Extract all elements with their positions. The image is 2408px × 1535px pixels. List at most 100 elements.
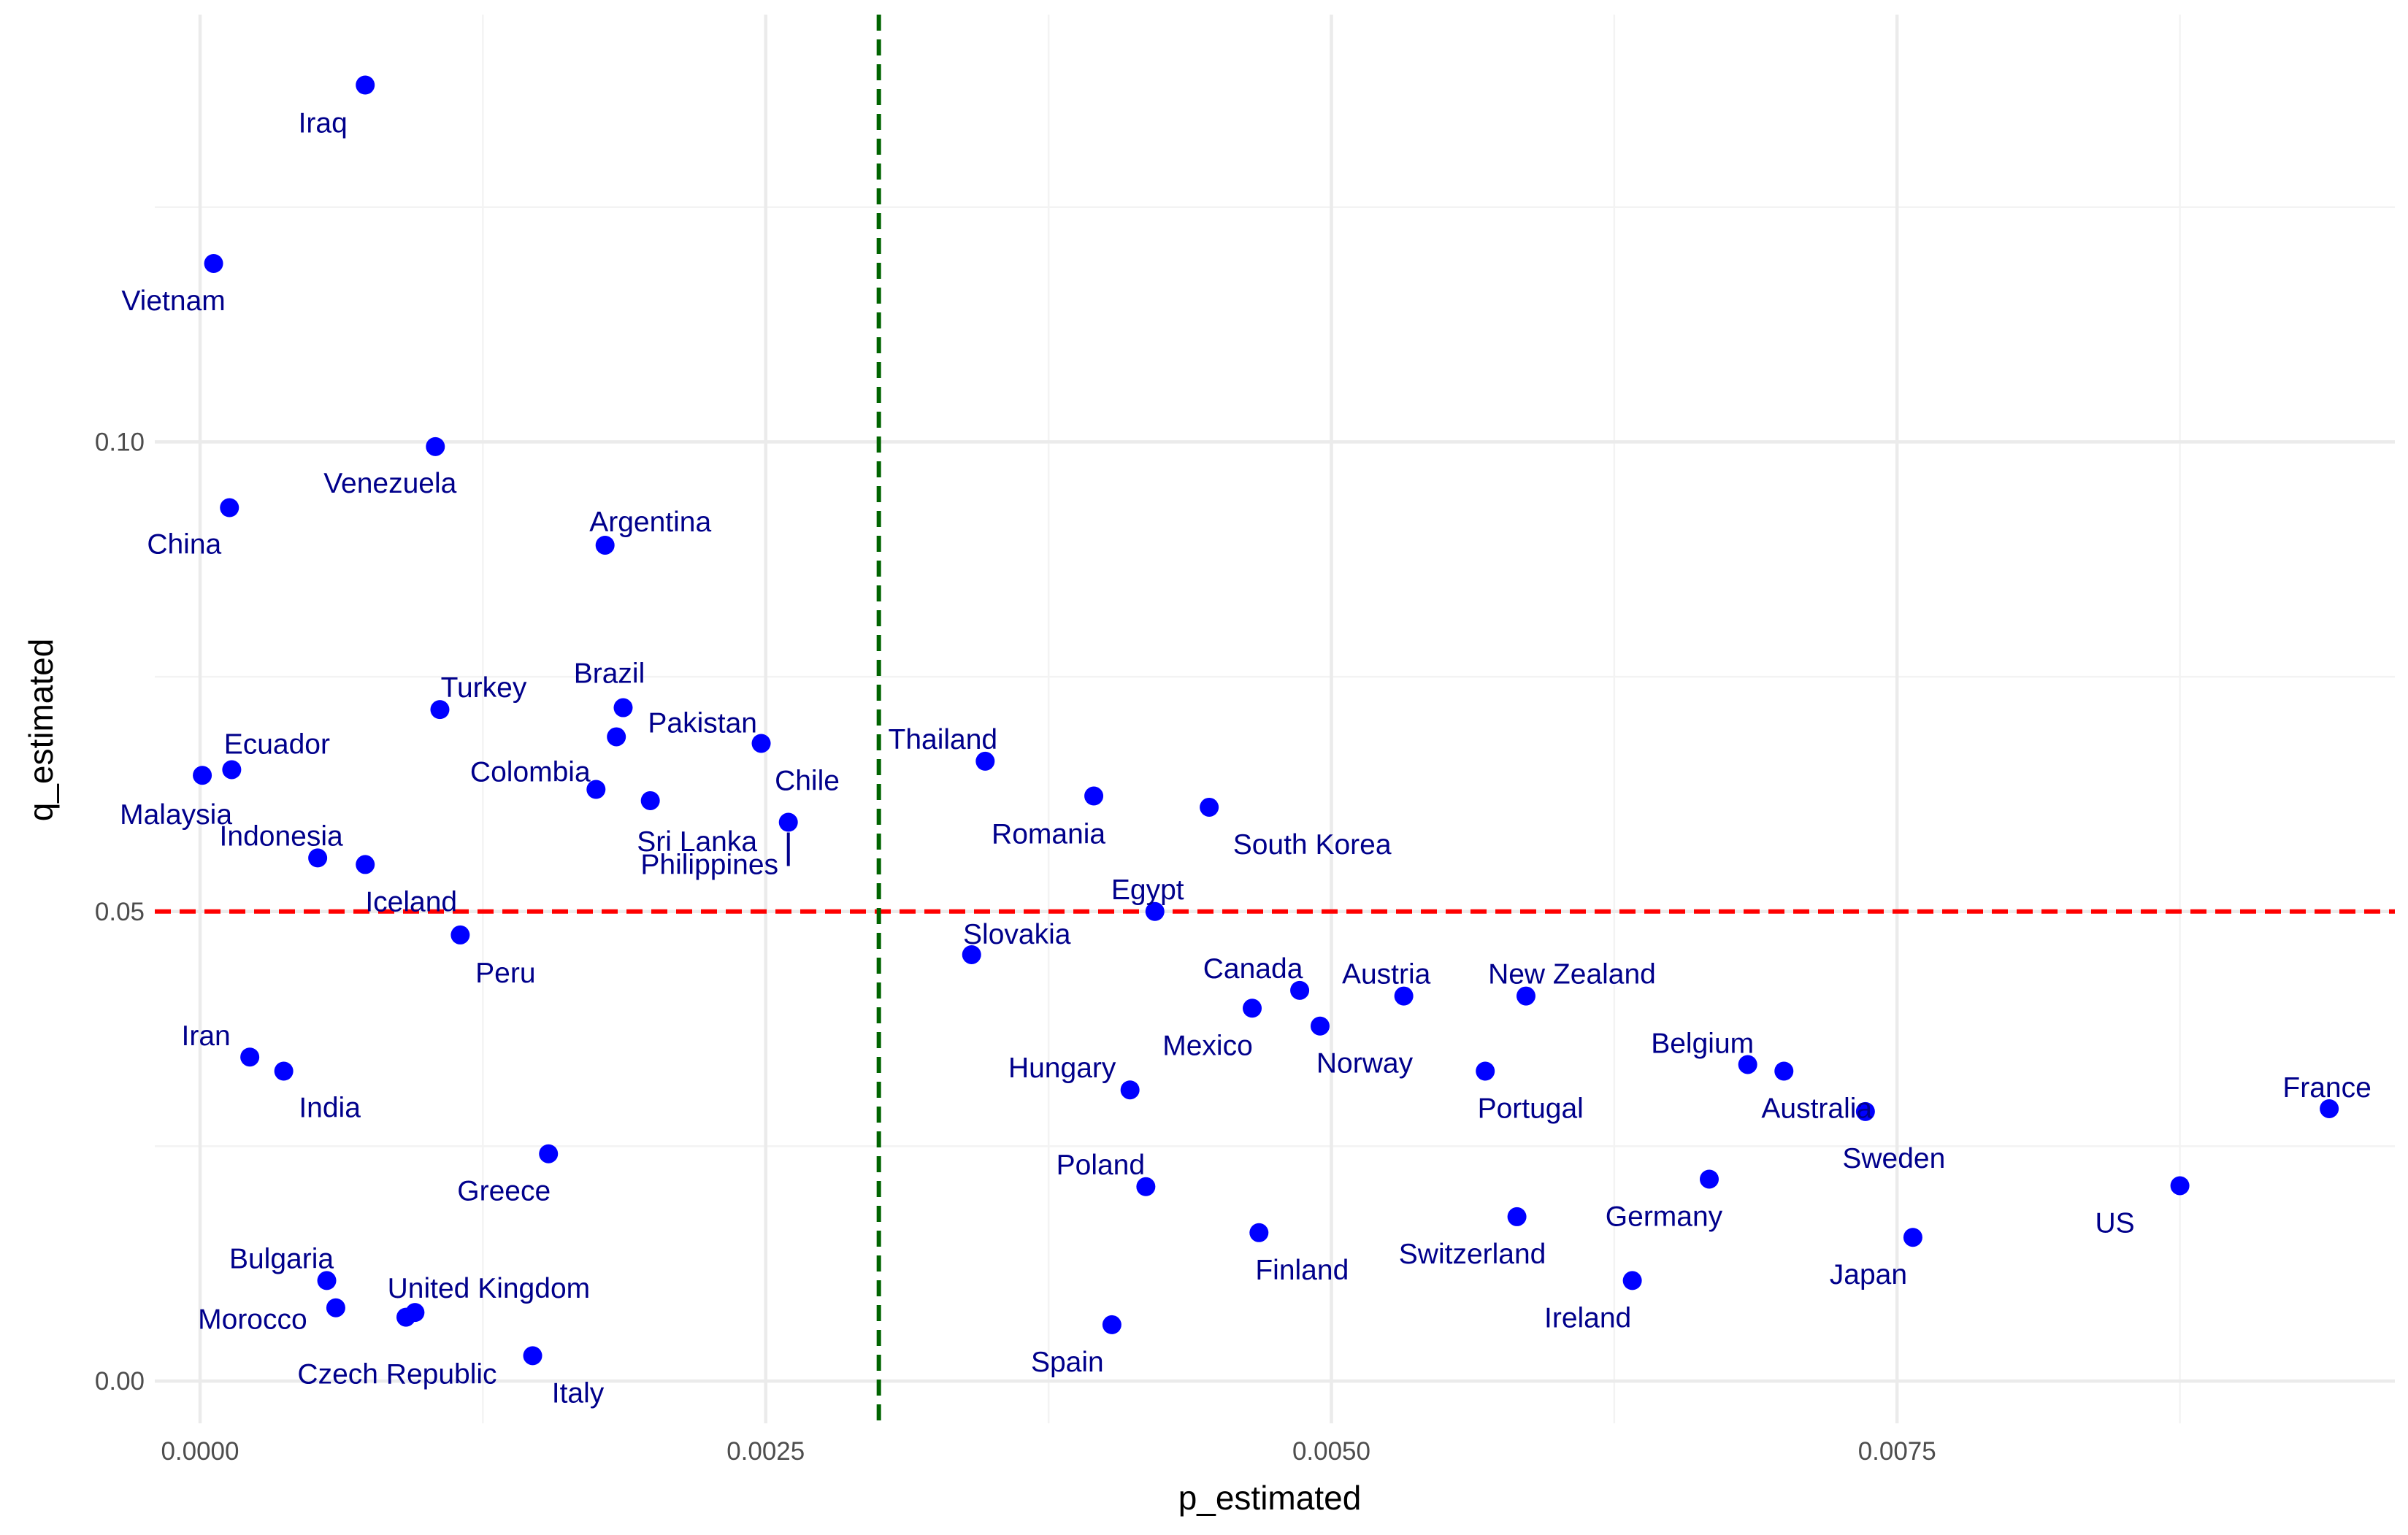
- point-label-morocco: Morocco: [198, 1304, 307, 1336]
- point-label-slovakia: Slovakia: [963, 919, 1071, 950]
- data-point-germany: [1700, 1169, 1719, 1189]
- data-point-slovakia: [962, 945, 981, 964]
- data-point-indonesia: [308, 848, 328, 868]
- point-label-ecuador: Ecuador: [224, 728, 330, 760]
- data-point-switzerland: [1507, 1207, 1527, 1226]
- data-point-finland: [1249, 1223, 1269, 1242]
- x-axis-title: p_estimated: [1178, 1479, 1362, 1517]
- data-point-malaysia: [193, 766, 212, 785]
- point-label-sri-lanka: Sri Lanka: [637, 826, 757, 858]
- grid: [155, 15, 2395, 1423]
- point-label-turkey: Turkey: [441, 672, 527, 704]
- x-tick-label: 0.0075: [1858, 1437, 1936, 1466]
- point-label-greece: Greece: [457, 1176, 551, 1207]
- data-point-vietnam: [204, 253, 223, 273]
- point-label-france: France: [2282, 1072, 2371, 1104]
- y-tick-label: 0.10: [95, 428, 145, 456]
- data-point-argentina: [595, 535, 615, 555]
- x-tick-label: 0.0025: [726, 1437, 805, 1466]
- data-point-mexico: [1243, 999, 1262, 1018]
- point-label-finland: Finland: [1255, 1255, 1349, 1286]
- point-label-switzerland: Switzerland: [1399, 1239, 1546, 1270]
- point-label-italy: Italy: [552, 1377, 605, 1409]
- point-label-vietnam: Vietnam: [121, 285, 225, 317]
- axis-ticks: 0.0000 0.0025 0.0050 0.0075 0.00 0.05 0.10: [95, 428, 1936, 1466]
- point-label-czech-republic: Czech Republic: [297, 1359, 496, 1390]
- point-label-belgium: Belgium: [1651, 1028, 1754, 1059]
- point-label-south-korea: South Korea: [1233, 829, 1392, 861]
- x-tick-label: 0.0000: [161, 1437, 239, 1466]
- data-point-iran: [240, 1047, 260, 1067]
- point-label-germany: Germany: [1606, 1201, 1723, 1232]
- y-axis-title: q_estimated: [22, 639, 60, 822]
- reference-lines: [155, 15, 2395, 1423]
- data-point-venezuela: [426, 436, 445, 456]
- data-point-ireland: [1622, 1271, 1642, 1290]
- point-label-brazil: Brazil: [574, 658, 645, 690]
- point-label-new-zealand: New Zealand: [1488, 959, 1656, 990]
- data-point-sweden: [1855, 1101, 1875, 1121]
- data-point-bulgaria: [317, 1271, 337, 1290]
- point-labels: Iraq Vietnam Venezuela China Argentina Turkey…: [120, 108, 2371, 1409]
- data-point-austria: [1394, 986, 1414, 1006]
- data-point-china: [220, 498, 239, 518]
- point-label-chile: Chile: [775, 765, 840, 796]
- point-label-portugal: Portugal: [1478, 1093, 1584, 1125]
- point-label-indonesia: Indonesia: [220, 820, 343, 852]
- data-point-canada: [1290, 980, 1310, 1000]
- y-tick-label: 0.00: [95, 1367, 145, 1396]
- data-point-brazil: [613, 698, 633, 718]
- data-point-new-zealand: [1516, 986, 1535, 1006]
- point-label-iran: Iran: [182, 1020, 231, 1052]
- point-label-sweden: Sweden: [1842, 1143, 1945, 1174]
- data-point-chile: [751, 734, 771, 753]
- point-label-egypt: Egypt: [1111, 874, 1184, 906]
- point-label-colombia: Colombia: [470, 757, 591, 788]
- data-point-spain: [1102, 1315, 1121, 1334]
- data-point-greece: [539, 1144, 559, 1163]
- point-label-spain: Spain: [1031, 1347, 1104, 1378]
- point-label-ireland: Ireland: [1544, 1302, 1631, 1334]
- point-label-us: US: [2096, 1207, 2135, 1239]
- point-label-poland: Poland: [1057, 1150, 1145, 1181]
- data-point-egypt: [1145, 901, 1165, 921]
- point-label-china: China: [147, 529, 221, 561]
- data-point-france: [2320, 1099, 2339, 1118]
- point-label-canada: Canada: [1203, 953, 1303, 985]
- data-point-italy: [523, 1346, 542, 1366]
- point-label-peru: Peru: [475, 958, 535, 989]
- data-point-czech-republic: [396, 1307, 415, 1327]
- data-point-thailand: [975, 751, 995, 771]
- point-label-australia: Australia: [1761, 1093, 1872, 1125]
- x-tick-label: 0.0050: [1292, 1437, 1370, 1466]
- point-label-japan: Japan: [1830, 1259, 1907, 1290]
- data-point-morocco: [326, 1298, 345, 1317]
- point-label-austria: Austria: [1342, 959, 1431, 990]
- point-label-iceland: Iceland: [365, 886, 457, 917]
- point-label-hungary: Hungary: [1008, 1053, 1116, 1084]
- data-point-hungary: [1120, 1080, 1140, 1100]
- point-label-argentina: Argentina: [589, 507, 711, 538]
- data-point-sri-lanka: [640, 790, 660, 810]
- data-point-belgium: [1738, 1055, 1757, 1074]
- data-point-iraq: [356, 75, 375, 95]
- data-points: [193, 75, 2339, 1366]
- data-point-poland: [1136, 1177, 1156, 1196]
- data-point-japan: [1903, 1228, 1922, 1247]
- point-label-venezuela: Venezuela: [323, 468, 456, 499]
- data-point-turkey: [430, 700, 450, 720]
- data-point-philippines: [778, 812, 798, 832]
- point-label-bulgaria: Bulgaria: [229, 1243, 334, 1274]
- point-label-norway: Norway: [1316, 1048, 1414, 1080]
- point-label-mexico: Mexico: [1162, 1030, 1253, 1061]
- point-label-philippines: Philippines: [640, 850, 778, 881]
- point-label-romania: Romania: [992, 819, 1105, 850]
- data-point-australia: [1774, 1061, 1794, 1081]
- data-point-india: [274, 1061, 294, 1081]
- data-point-portugal: [1476, 1061, 1495, 1081]
- data-point-norway: [1310, 1016, 1330, 1036]
- data-point-romania: [1084, 786, 1104, 806]
- point-label-pakistan: Pakistan: [648, 707, 757, 739]
- y-tick-label: 0.05: [95, 898, 145, 926]
